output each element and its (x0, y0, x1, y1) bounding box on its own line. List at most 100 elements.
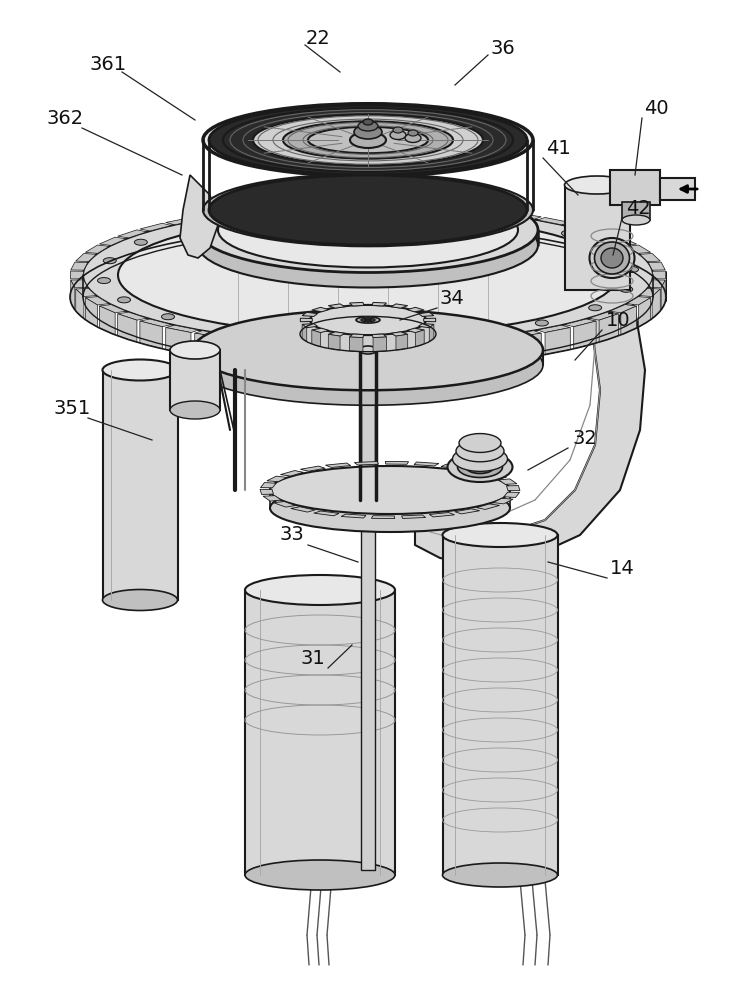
Ellipse shape (302, 334, 315, 340)
Polygon shape (465, 468, 489, 473)
Polygon shape (652, 289, 660, 319)
Bar (660, 178, 695, 200)
Polygon shape (341, 514, 366, 518)
Polygon shape (599, 314, 618, 342)
Ellipse shape (620, 286, 633, 292)
Ellipse shape (393, 127, 403, 133)
Ellipse shape (209, 105, 527, 175)
Polygon shape (391, 304, 408, 308)
Ellipse shape (356, 317, 380, 323)
Polygon shape (166, 328, 191, 355)
Polygon shape (302, 324, 307, 342)
Text: 36: 36 (491, 38, 515, 57)
Polygon shape (429, 324, 434, 342)
Polygon shape (373, 337, 386, 352)
Polygon shape (195, 213, 229, 219)
Ellipse shape (601, 248, 623, 268)
Polygon shape (300, 466, 325, 471)
Polygon shape (370, 203, 403, 207)
Polygon shape (415, 330, 424, 347)
Polygon shape (312, 307, 329, 312)
Polygon shape (565, 319, 596, 327)
Polygon shape (484, 473, 506, 478)
Bar (565, 185, 630, 290)
Ellipse shape (170, 341, 220, 359)
Ellipse shape (465, 331, 478, 337)
Polygon shape (419, 312, 434, 316)
Polygon shape (493, 498, 513, 504)
Ellipse shape (385, 335, 397, 341)
Polygon shape (408, 344, 440, 368)
Polygon shape (653, 271, 665, 279)
Text: 32: 32 (573, 428, 598, 448)
Polygon shape (99, 305, 126, 313)
Polygon shape (118, 314, 137, 342)
Polygon shape (639, 298, 651, 327)
Polygon shape (261, 483, 276, 488)
Polygon shape (280, 471, 303, 476)
Polygon shape (227, 209, 261, 215)
Ellipse shape (359, 346, 377, 354)
Polygon shape (140, 321, 163, 349)
Polygon shape (372, 334, 386, 338)
Polygon shape (627, 245, 651, 253)
Polygon shape (627, 297, 651, 305)
Ellipse shape (363, 119, 373, 125)
Polygon shape (85, 245, 109, 253)
Polygon shape (640, 253, 660, 262)
Ellipse shape (198, 188, 538, 272)
Polygon shape (314, 511, 339, 516)
Ellipse shape (390, 130, 406, 139)
Text: 41: 41 (545, 138, 570, 157)
Polygon shape (302, 312, 317, 316)
Ellipse shape (97, 278, 110, 284)
Polygon shape (506, 486, 520, 491)
Polygon shape (419, 324, 434, 328)
Text: 22: 22 (305, 28, 330, 47)
Polygon shape (407, 307, 424, 312)
Polygon shape (302, 324, 317, 328)
Bar (610, 170, 660, 205)
Polygon shape (514, 333, 541, 359)
Ellipse shape (270, 484, 510, 532)
Ellipse shape (308, 127, 428, 153)
Ellipse shape (590, 238, 634, 278)
Ellipse shape (253, 115, 483, 165)
Polygon shape (545, 328, 570, 355)
Polygon shape (441, 339, 475, 344)
Ellipse shape (225, 327, 238, 333)
Polygon shape (350, 302, 364, 306)
Ellipse shape (535, 320, 548, 326)
Polygon shape (261, 342, 291, 366)
Polygon shape (429, 513, 455, 517)
Ellipse shape (361, 128, 375, 132)
Bar (245, 590, 395, 875)
Polygon shape (328, 334, 340, 350)
Polygon shape (76, 288, 96, 297)
Ellipse shape (354, 125, 382, 139)
Ellipse shape (350, 132, 386, 148)
Ellipse shape (456, 440, 504, 462)
Polygon shape (85, 297, 109, 305)
Ellipse shape (102, 589, 177, 610)
Polygon shape (71, 271, 83, 279)
Ellipse shape (405, 133, 421, 142)
Ellipse shape (203, 104, 533, 176)
Polygon shape (372, 302, 386, 306)
Polygon shape (71, 262, 88, 270)
Ellipse shape (135, 239, 147, 245)
Polygon shape (445, 342, 475, 366)
Polygon shape (328, 332, 345, 336)
Polygon shape (267, 476, 287, 482)
Polygon shape (475, 209, 509, 215)
Ellipse shape (270, 466, 510, 514)
Ellipse shape (565, 176, 629, 194)
Polygon shape (180, 175, 218, 258)
Polygon shape (424, 318, 436, 322)
Ellipse shape (453, 447, 508, 471)
Bar (170, 350, 220, 410)
Ellipse shape (358, 121, 378, 131)
Text: 40: 40 (644, 99, 668, 117)
Polygon shape (85, 298, 97, 327)
Polygon shape (166, 217, 199, 225)
